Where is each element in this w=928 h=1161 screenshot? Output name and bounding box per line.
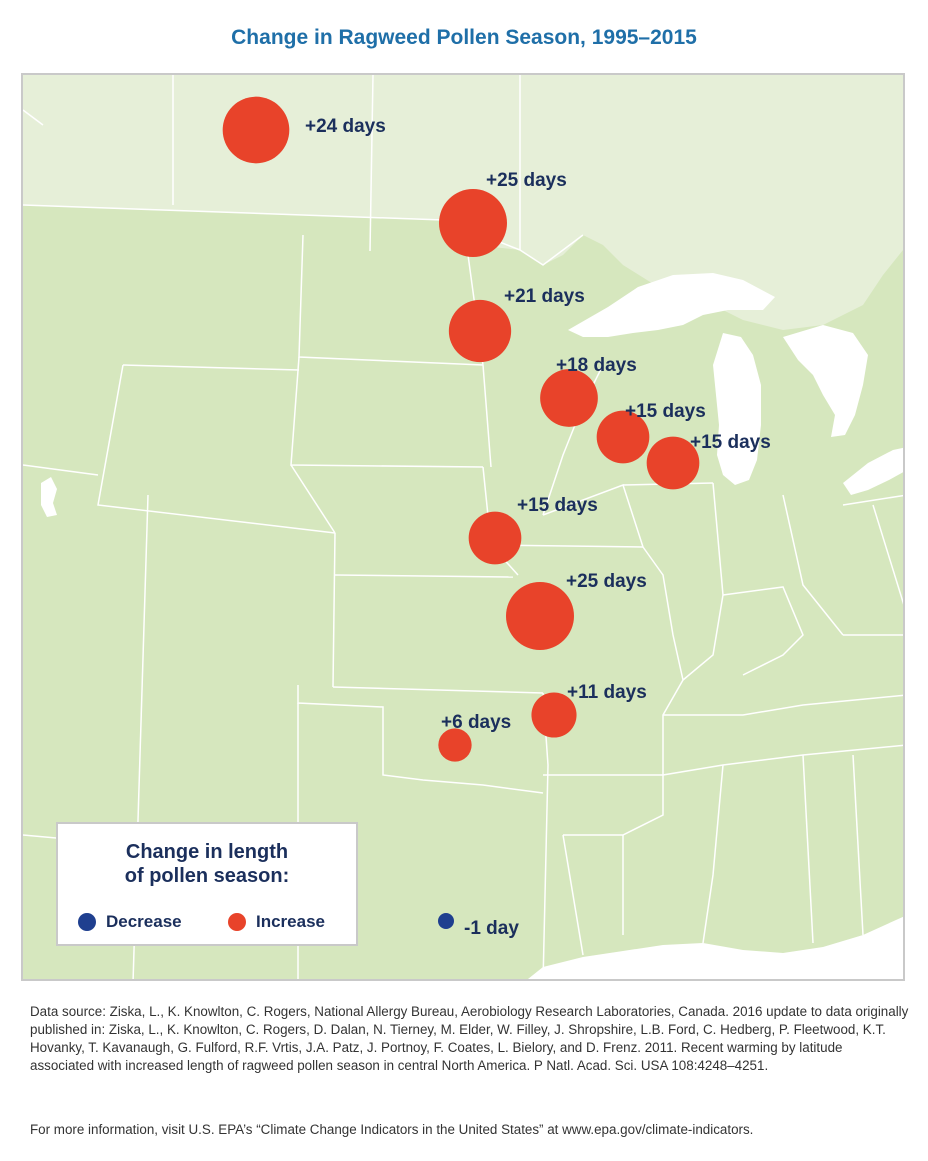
legend-increase-label: Increase bbox=[256, 912, 325, 931]
location-label: +15 days bbox=[625, 401, 706, 422]
great-salt-lake bbox=[41, 477, 57, 517]
legend-decrease: Decrease bbox=[78, 912, 182, 932]
legend-decrease-label: Decrease bbox=[106, 912, 182, 931]
increase-dot-icon bbox=[228, 913, 246, 931]
location-bubble bbox=[468, 511, 522, 565]
lake-erie bbox=[843, 447, 903, 495]
location-bubble bbox=[439, 189, 507, 257]
more-info-note: For more information, visit U.S. EPA’s “… bbox=[30, 1122, 754, 1137]
location-label: +24 days bbox=[305, 116, 386, 137]
location-bubble bbox=[438, 913, 454, 929]
location-label: +25 days bbox=[486, 170, 567, 191]
decrease-dot-icon bbox=[78, 913, 96, 931]
map-title: Change in Ragweed Pollen Season, 1995–20… bbox=[231, 26, 697, 49]
location-bubble bbox=[438, 728, 472, 762]
legend-title: Change in length of pollen season: bbox=[58, 840, 356, 888]
location-bubble bbox=[531, 692, 577, 738]
location-label: +15 days bbox=[690, 432, 771, 453]
location-label: +18 days bbox=[556, 355, 637, 376]
lake-superior bbox=[568, 273, 775, 337]
location-label: -1 day bbox=[464, 918, 519, 939]
location-bubble bbox=[596, 410, 650, 464]
location-bubble bbox=[506, 582, 574, 650]
location-bubble bbox=[540, 369, 598, 427]
location-label: +11 days bbox=[567, 682, 647, 703]
legend: Change in length of pollen season: Decre… bbox=[56, 822, 358, 946]
lake-huron bbox=[783, 325, 868, 437]
location-bubble bbox=[646, 436, 700, 490]
legend-title-line2: of pollen season: bbox=[124, 865, 290, 887]
legend-title-line1: Change in length bbox=[125, 841, 289, 863]
location-label: +15 days bbox=[517, 495, 598, 516]
map-canvas: +24 days +25 days +21 days +18 days +15 days… bbox=[23, 75, 903, 979]
gulf-of-mexico bbox=[528, 916, 903, 979]
location-markers: +24 days +25 days +21 days +18 days +15 days… bbox=[222, 96, 771, 939]
location-bubble bbox=[222, 96, 290, 164]
data-source-note: Data source: Ziska, L., K. Knowlton, C. … bbox=[30, 1004, 909, 1073]
location-label: +25 days bbox=[566, 571, 647, 592]
legend-increase: Increase bbox=[228, 912, 325, 932]
location-label: +6 days bbox=[441, 712, 511, 733]
location-label: +21 days bbox=[504, 286, 585, 307]
lake-michigan bbox=[713, 333, 761, 485]
location-bubble bbox=[448, 299, 512, 363]
